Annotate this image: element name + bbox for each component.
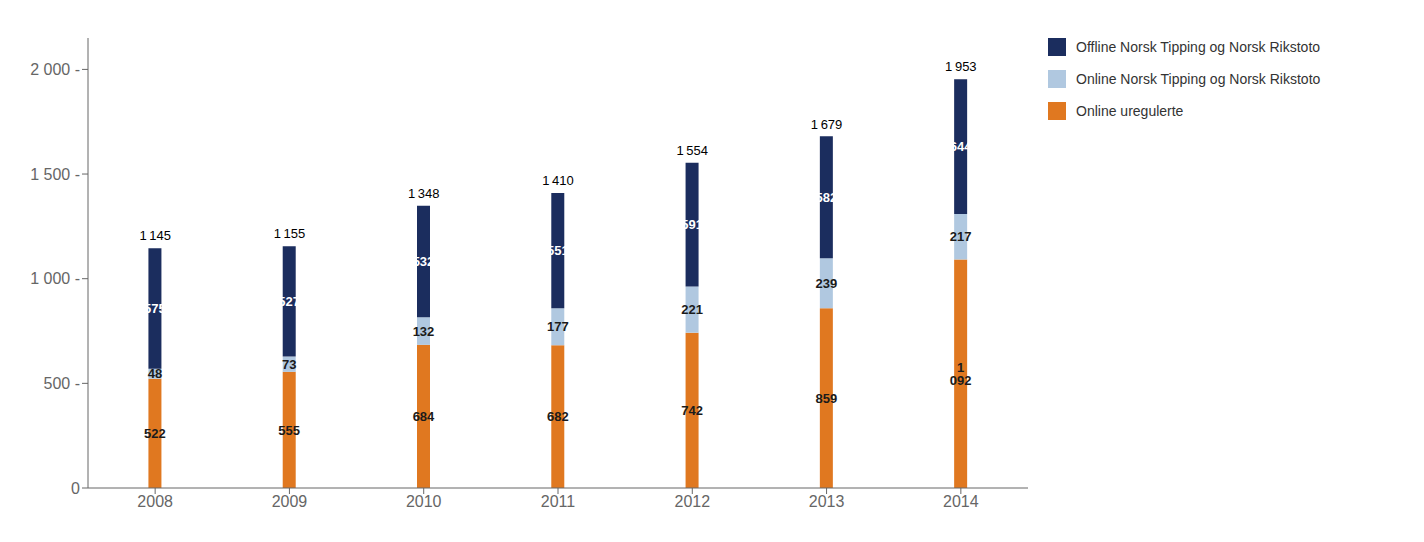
svg-text:1 155: 1 155 <box>274 226 306 241</box>
svg-text:684: 684 <box>413 409 435 424</box>
svg-text:221: 221 <box>681 302 703 317</box>
svg-text:682: 682 <box>547 409 569 424</box>
svg-text:575: 575 <box>144 301 166 316</box>
svg-text:1 953: 1 953 <box>945 59 977 74</box>
svg-text:551: 551 <box>547 243 569 258</box>
svg-text:2009: 2009 <box>272 493 308 510</box>
svg-text:644: 644 <box>950 139 972 154</box>
svg-text:1 410: 1 410 <box>542 173 574 188</box>
svg-text:2014: 2014 <box>943 493 979 510</box>
svg-text:591: 591 <box>681 217 703 232</box>
svg-text:2011: 2011 <box>541 493 576 510</box>
svg-text:2012: 2012 <box>674 493 710 510</box>
svg-text:522: 522 <box>144 426 166 441</box>
svg-text:132: 132 <box>413 324 435 339</box>
svg-text:742: 742 <box>681 403 703 418</box>
svg-text:527: 527 <box>278 294 300 309</box>
svg-text:2013: 2013 <box>809 493 845 510</box>
svg-text:239: 239 <box>816 276 838 291</box>
svg-text:2 000 -: 2 000 - <box>30 61 80 78</box>
svg-text:582: 582 <box>816 190 838 205</box>
svg-text:1 145: 1 145 <box>139 228 171 243</box>
svg-text:48: 48 <box>148 366 162 381</box>
svg-text:1 679: 1 679 <box>811 117 843 132</box>
svg-text:2008: 2008 <box>137 493 173 510</box>
html-text:Online Norsk Tipping og Norsk: Online Norsk Tipping og Norsk Rikstoto <box>1076 71 1321 87</box>
html-text:Online uregulerte: Online uregulerte <box>1076 103 1184 119</box>
svg-text:1 348: 1 348 <box>408 186 440 201</box>
svg-text:1 000 -: 1 000 - <box>30 270 80 287</box>
svg-text:2010: 2010 <box>406 493 442 510</box>
html-text:Offline Norsk Tipping og Norsk: Offline Norsk Tipping og Norsk Rikstoto <box>1076 39 1321 55</box>
svg-text:1 500 -: 1 500 - <box>30 166 80 183</box>
svg-text:1092: 1092 <box>950 360 972 388</box>
svg-text:859: 859 <box>816 391 838 406</box>
svg-text:0: 0 <box>71 480 80 497</box>
svg-text:217: 217 <box>950 229 972 244</box>
svg-text:1 554: 1 554 <box>677 143 709 158</box>
svg-text:500 -: 500 - <box>44 375 80 392</box>
svg-text:177: 177 <box>547 319 569 334</box>
svg-text:73: 73 <box>282 357 296 372</box>
svg-text:532: 532 <box>413 254 435 269</box>
svg-text:555: 555 <box>278 423 300 438</box>
